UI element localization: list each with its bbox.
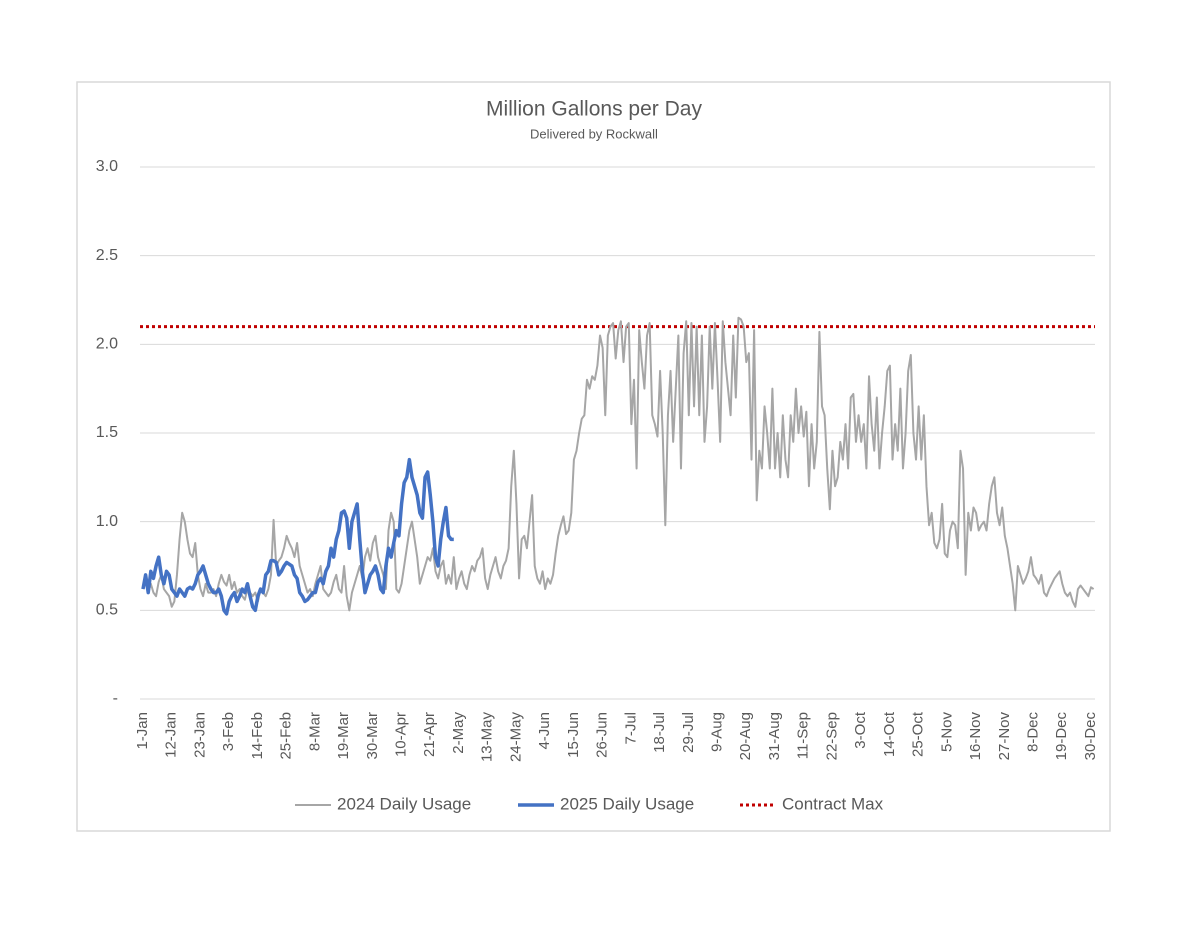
x-tick-label: 10-Apr <box>393 712 410 757</box>
x-tick-label: 19-Mar <box>335 712 352 760</box>
x-tick-label: 26-Jun <box>594 712 611 758</box>
x-tick-label: 14-Oct <box>881 711 898 757</box>
x-tick-label: 24-May <box>507 712 524 763</box>
x-tick-label: 30-Dec <box>1082 712 1099 761</box>
x-tick-label: 31-Aug <box>766 712 783 760</box>
x-tick-label: 11-Sep <box>795 712 812 759</box>
x-tick-label: 20-Aug <box>737 712 754 760</box>
x-tick-label: 2-May <box>450 712 467 754</box>
x-tick-label: 5-Nov <box>938 712 955 753</box>
y-tick-label: 3.0 <box>96 158 118 175</box>
legend-label: 2025 Daily Usage <box>560 794 694 813</box>
x-tick-label: 22-Sep <box>823 712 840 760</box>
x-tick-label: 16-Nov <box>967 712 984 761</box>
x-tick-label: 23-Jan <box>191 712 208 758</box>
x-tick-label: 3-Feb <box>220 712 237 751</box>
chart-subtitle: Delivered by Rockwall <box>530 126 658 141</box>
y-tick-label: - <box>113 690 118 707</box>
y-tick-label: 2.5 <box>96 247 118 264</box>
series-line <box>141 457 454 616</box>
legend-label: Contract Max <box>782 794 884 813</box>
x-tick-label: 15-Jun <box>565 712 582 758</box>
legend-label: 2024 Daily Usage <box>337 794 471 813</box>
x-tick-label: 7-Jul <box>622 712 639 745</box>
x-tick-label: 3-Oct <box>852 711 869 749</box>
x-tick-label: 1-Jan <box>134 712 151 750</box>
x-tick-label: 12-Jan <box>163 712 180 758</box>
y-tick-label: 1.0 <box>96 513 118 530</box>
x-tick-label: 8-Mar <box>306 712 323 751</box>
series-line <box>142 316 1095 612</box>
x-tick-label: 30-Mar <box>364 712 381 760</box>
chart-title: Million Gallons per Day <box>486 98 702 121</box>
x-tick-label: 29-Jul <box>680 712 697 753</box>
chart-frame <box>76 81 1111 832</box>
x-tick-label: 13-May <box>479 712 496 763</box>
x-tick-label: 25-Feb <box>278 712 295 760</box>
x-tick-label: 9-Aug <box>709 712 726 752</box>
y-tick-label: 2.0 <box>96 336 118 353</box>
x-tick-label: 19-Dec <box>1053 712 1070 761</box>
x-tick-label: 27-Nov <box>996 712 1013 761</box>
y-tick-label: 0.5 <box>96 602 118 619</box>
x-tick-label: 8-Dec <box>1025 712 1042 753</box>
x-tick-label: 21-Apr <box>421 712 438 757</box>
x-tick-label: 4-Jun <box>536 712 553 750</box>
x-tick-label: 18-Jul <box>651 712 668 753</box>
x-tick-label: 14-Feb <box>249 712 266 760</box>
x-tick-label: 25-Oct <box>910 711 927 757</box>
y-tick-label: 1.5 <box>96 424 118 441</box>
